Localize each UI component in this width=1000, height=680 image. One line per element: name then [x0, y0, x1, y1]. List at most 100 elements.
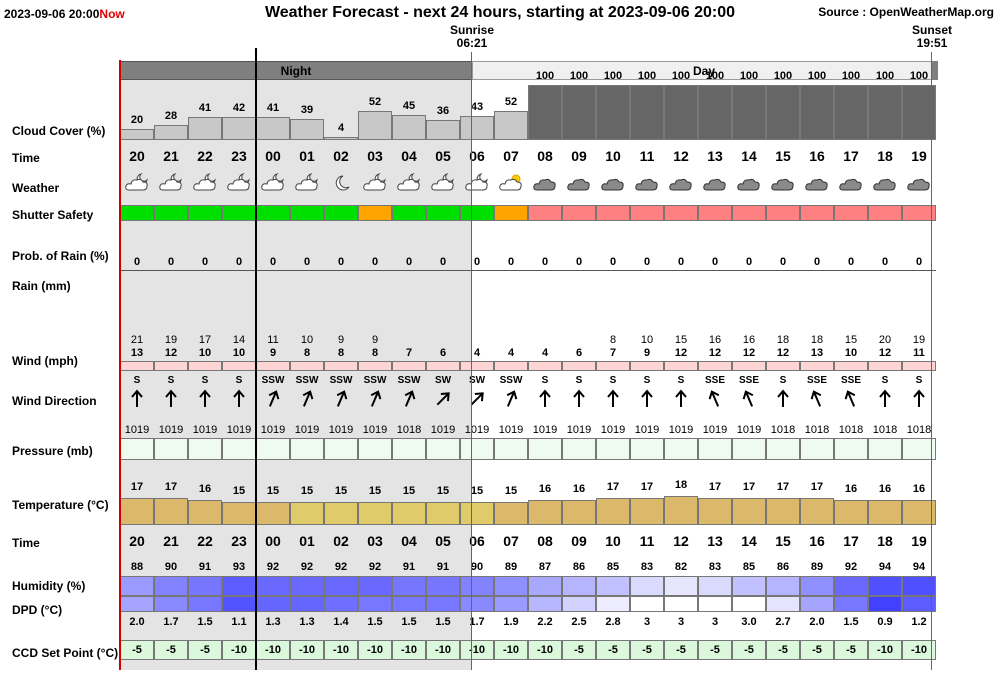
dpd-value: 0.9: [877, 616, 893, 628]
wind-gust-value: 10: [300, 334, 314, 346]
wind-gust-value: 16: [742, 334, 756, 346]
hour-label-bottom: 11: [639, 533, 655, 549]
pressure-value: 1019: [124, 424, 150, 436]
humidity-value: 86: [776, 561, 790, 573]
hour-label: 05: [435, 148, 451, 164]
wind-bar: [732, 361, 766, 371]
wind-direction-label: SSW: [397, 375, 421, 386]
wind-speed-value: 4: [507, 347, 515, 359]
temperature-bar: [562, 500, 596, 525]
humidity-value: 82: [674, 561, 688, 573]
ccd-value: -10: [265, 644, 281, 656]
dpd-value: 1.5: [435, 616, 451, 628]
cloud-cover-value: 28: [164, 110, 178, 122]
wind-bar: [528, 361, 562, 371]
wind-gust-value: 16: [708, 334, 722, 346]
wind-arrow-icon: [570, 389, 588, 409]
cloud-cover-value: 4: [337, 122, 345, 134]
ccd-cell: [188, 640, 222, 660]
wind-direction-label: SSE: [840, 375, 861, 386]
wind-speed-value: 12: [878, 347, 892, 359]
humidity-value: 92: [266, 561, 280, 573]
ccd-cell: [460, 640, 494, 660]
temperature-bar: [358, 502, 392, 525]
temperature-bar: [766, 498, 800, 525]
hour-label: 14: [741, 148, 757, 164]
wind-speed-value: 8: [303, 347, 311, 359]
shutter-safety-cell: [698, 205, 732, 221]
temperature-value: 16: [878, 483, 892, 495]
humidity-bar: [392, 576, 426, 596]
sun-cloud-icon: [498, 173, 524, 193]
sunset-time: 19:51: [916, 36, 948, 50]
ccd-value: -5: [642, 644, 652, 656]
temperature-bar: [222, 502, 256, 525]
wind-arrow-icon: [230, 389, 248, 409]
night-partly-cloudy-icon: [260, 173, 286, 193]
cloud-cover-bar: [902, 85, 936, 140]
ccd-cell: [868, 640, 902, 660]
humidity-value: 87: [538, 561, 552, 573]
wind-direction-label: S: [677, 375, 685, 386]
cloud-cover-bar: [256, 117, 290, 140]
pressure-bar: [528, 438, 562, 460]
row-label-time: Time: [12, 151, 40, 165]
cloud-icon: [770, 173, 796, 193]
wind-bar: [698, 361, 732, 371]
wind-direction-label: SW: [434, 375, 452, 386]
hour-label-bottom: 15: [775, 533, 791, 549]
humidity-value: 89: [810, 561, 824, 573]
humidity-value: 92: [300, 561, 314, 573]
cloud-cover-bar: [222, 117, 256, 140]
hour-label: 09: [571, 148, 587, 164]
humidity-bar: [800, 576, 834, 596]
wind-arrow-icon: [434, 389, 452, 409]
row-label-weather: Weather: [12, 181, 60, 195]
wind-arrow-icon: [842, 389, 860, 409]
rain-prob-value: 0: [609, 256, 617, 268]
rain-prob-value: 0: [439, 256, 447, 268]
dpd-bar: [902, 596, 936, 612]
cloud-cover-bar: [664, 85, 698, 140]
temperature-value: 17: [640, 481, 654, 493]
humidity-bar: [358, 576, 392, 596]
shutter-safety-cell: [494, 205, 528, 221]
humidity-value: 86: [572, 561, 586, 573]
ccd-value: -10: [299, 644, 315, 656]
ccd-cell: [324, 640, 358, 660]
temperature-bar: [256, 502, 290, 525]
cloud-icon: [668, 173, 694, 193]
wind-speed-value: 12: [674, 347, 688, 359]
cloud-cover-bar: [358, 111, 392, 140]
pressure-value: 1019: [702, 424, 728, 436]
dpd-bar: [290, 596, 324, 612]
now-label: Now: [99, 7, 125, 21]
wind-speed-value: 10: [198, 347, 212, 359]
pressure-bar: [596, 438, 630, 460]
row-label-humidity: Humidity (%): [12, 579, 86, 593]
rain-prob-value: 0: [235, 256, 243, 268]
hour-label-bottom: 20: [129, 533, 145, 549]
wind-bar: [902, 361, 936, 371]
dpd-bar: [154, 596, 188, 612]
wind-direction-label: SSE: [738, 375, 759, 386]
shutter-safety-cell: [290, 205, 324, 221]
pressure-bar: [494, 438, 528, 460]
pressure-value: 1018: [872, 424, 898, 436]
pressure-bar: [766, 438, 800, 460]
hour-label: 07: [503, 148, 519, 164]
temperature-value: 17: [606, 481, 620, 493]
cloud-cover-value: 100: [671, 70, 691, 82]
humidity-bar: [494, 576, 528, 596]
ccd-value: -5: [812, 644, 822, 656]
wind-speed-value: 6: [575, 347, 583, 359]
temperature-value: 18: [674, 479, 688, 491]
temperature-bar: [290, 502, 324, 525]
temperature-value: 17: [708, 481, 722, 493]
temperature-bar: [664, 496, 698, 525]
dpd-value: 3: [711, 616, 719, 628]
wind-bar: [834, 361, 868, 371]
hour-label-bottom: 23: [231, 533, 247, 549]
rain-prob-value: 0: [507, 256, 515, 268]
hour-label-bottom: 19: [911, 533, 927, 549]
